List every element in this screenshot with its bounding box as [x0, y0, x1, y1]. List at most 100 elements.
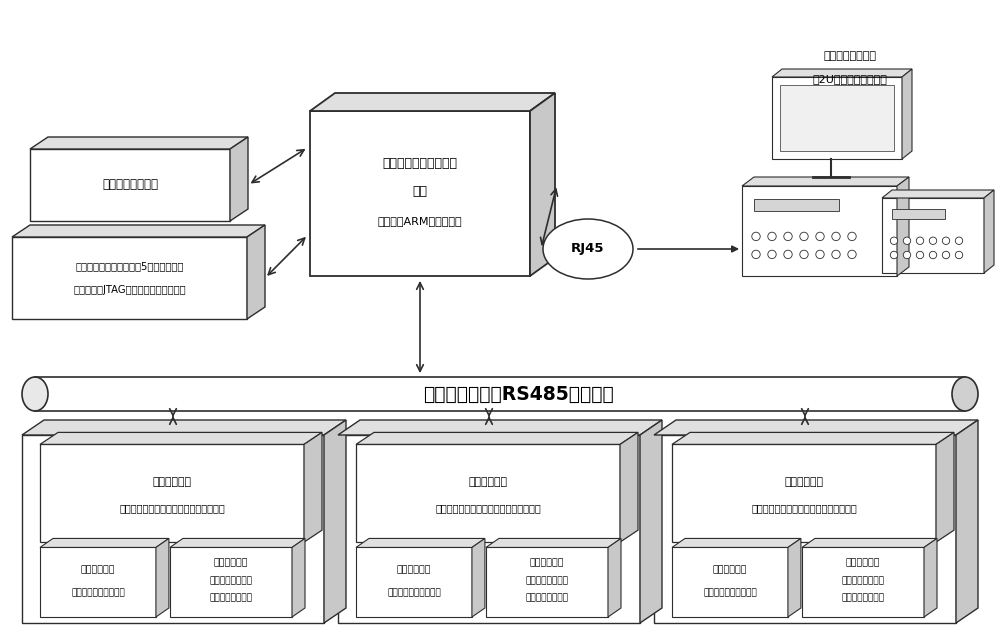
Polygon shape	[40, 538, 169, 548]
Bar	[754, 199, 839, 211]
Polygon shape	[40, 444, 304, 542]
Circle shape	[832, 232, 840, 240]
Circle shape	[890, 251, 898, 259]
Ellipse shape	[543, 219, 633, 279]
Text: 晶振模块、JTAG模块、通信隔离模块）: 晶振模块、JTAG模块、通信隔离模块）	[73, 285, 186, 295]
Circle shape	[890, 237, 898, 244]
Polygon shape	[902, 69, 912, 159]
Text: （内含激光、红外: （内含激光、红外	[209, 576, 252, 586]
Polygon shape	[247, 225, 265, 319]
Polygon shape	[620, 432, 638, 542]
Text: 物联边缘管理平台: 物联边缘管理平台	[824, 51, 876, 61]
Polygon shape	[530, 93, 555, 276]
Circle shape	[768, 251, 776, 259]
Polygon shape	[742, 177, 909, 186]
Polygon shape	[882, 190, 994, 198]
Polygon shape	[486, 538, 621, 548]
Polygon shape	[608, 538, 621, 617]
Polygon shape	[924, 538, 937, 617]
Text: （内含激光、红外: （内含激光、红外	[841, 576, 884, 586]
Circle shape	[955, 251, 963, 259]
Text: 防护终端装置: 防护终端装置	[468, 476, 508, 487]
Circle shape	[752, 232, 760, 240]
Polygon shape	[772, 69, 912, 77]
Circle shape	[903, 251, 911, 259]
Circle shape	[816, 232, 824, 240]
Text: 阻离感应模块: 阻离感应模块	[214, 558, 248, 567]
Circle shape	[942, 237, 950, 244]
Circle shape	[929, 251, 937, 259]
Text: 和光幕检测模块）: 和光幕检测模块）	[841, 593, 884, 602]
Text: 阻离感应模块: 阻离感应模块	[846, 558, 880, 567]
Polygon shape	[486, 548, 608, 617]
Polygon shape	[356, 538, 485, 548]
Polygon shape	[12, 225, 265, 237]
Polygon shape	[310, 93, 555, 111]
Circle shape	[848, 251, 856, 259]
Text: RJ45: RJ45	[571, 242, 605, 256]
Polygon shape	[472, 538, 485, 617]
Text: 钥匙注册授权模块: 钥匙注册授权模块	[102, 179, 158, 191]
Text: （内含防护罩、铰链、锁具、透明盖板）: （内含防护罩、铰链、锁具、透明盖板）	[751, 503, 857, 513]
Text: （内含防护罩、铰链、锁具、透明盖板）: （内含防护罩、铰链、锁具、透明盖板）	[119, 503, 225, 513]
Text: 装置: 装置	[413, 185, 428, 198]
Text: （内含光带、蜂鸣器）: （内含光带、蜂鸣器）	[703, 588, 757, 597]
Polygon shape	[672, 548, 788, 617]
Ellipse shape	[22, 377, 48, 411]
Circle shape	[903, 237, 911, 244]
Text: （内含防护罩、铰链、锁具、透明盖板）: （内含防护罩、铰链、锁具、透明盖板）	[435, 503, 541, 513]
Circle shape	[916, 251, 924, 259]
Text: 防护终端装置: 防护终端装置	[153, 476, 192, 487]
Text: （内含光带、蜂鸣器）: （内含光带、蜂鸣器）	[71, 588, 125, 597]
Polygon shape	[356, 548, 472, 617]
Polygon shape	[30, 149, 230, 221]
Polygon shape	[310, 111, 530, 276]
Bar	[892, 209, 945, 219]
Text: 声光报警模块: 声光报警模块	[397, 565, 431, 574]
Text: 电源供给模块和RS485通讯总线: 电源供给模块和RS485通讯总线	[423, 384, 614, 403]
Polygon shape	[984, 190, 994, 273]
Circle shape	[942, 251, 950, 259]
Circle shape	[848, 232, 856, 240]
Text: 防护终端装置: 防护终端装置	[784, 476, 823, 487]
Polygon shape	[324, 420, 346, 623]
Circle shape	[800, 251, 808, 259]
Text: （内含激光、红外: （内含激光、红外	[525, 576, 568, 586]
Polygon shape	[170, 538, 305, 548]
Circle shape	[816, 251, 824, 259]
Polygon shape	[742, 186, 897, 276]
Polygon shape	[654, 435, 956, 623]
Text: 阻离感应模块: 阻离感应模块	[530, 558, 564, 567]
Polygon shape	[788, 538, 801, 617]
Polygon shape	[338, 420, 662, 435]
Polygon shape	[356, 444, 620, 542]
Bar	[35, 377, 965, 411]
Polygon shape	[40, 432, 322, 444]
Polygon shape	[802, 548, 924, 617]
Text: （2U工业控制计算机）: （2U工业控制计算机）	[813, 74, 887, 84]
Circle shape	[800, 232, 808, 240]
Text: 声光报警模块: 声光报警模块	[81, 565, 115, 574]
Ellipse shape	[952, 377, 978, 411]
Polygon shape	[22, 420, 346, 435]
Text: 和光幕检测模块）: 和光幕检测模块）	[209, 593, 252, 602]
Polygon shape	[22, 435, 324, 623]
Circle shape	[752, 251, 760, 259]
Polygon shape	[936, 432, 954, 542]
Polygon shape	[40, 548, 156, 617]
Polygon shape	[230, 137, 248, 221]
Polygon shape	[882, 198, 984, 273]
Polygon shape	[672, 538, 801, 548]
Polygon shape	[356, 432, 638, 444]
Text: 和光幕检测模块）: 和光幕检测模块）	[525, 593, 568, 602]
Polygon shape	[12, 237, 247, 319]
Polygon shape	[654, 420, 978, 435]
Polygon shape	[292, 538, 305, 617]
Circle shape	[916, 237, 924, 244]
Circle shape	[784, 251, 792, 259]
Text: 智能防误操作终端处理: 智能防误操作终端处理	[382, 157, 458, 170]
Circle shape	[929, 237, 937, 244]
Bar	[780, 85, 894, 151]
Polygon shape	[672, 432, 954, 444]
Polygon shape	[772, 77, 902, 159]
